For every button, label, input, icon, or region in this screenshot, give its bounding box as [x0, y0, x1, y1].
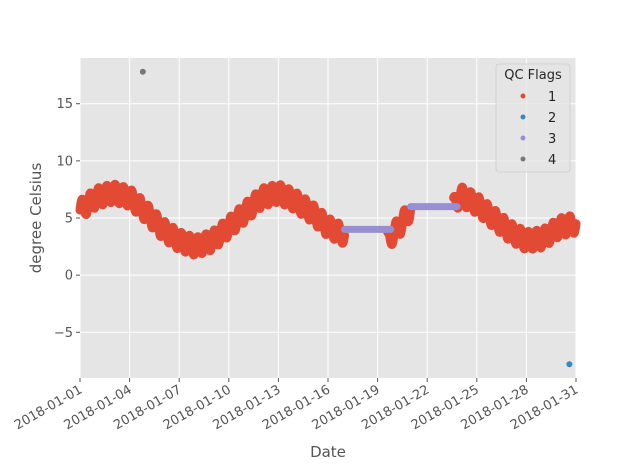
legend: QC Flags 1 2 3 4 — [495, 63, 571, 173]
x-axis-ticks: 2018-01-012018-01-042018-01-072018-01-10… — [12, 378, 581, 433]
series-flag-2 — [566, 361, 573, 368]
y-tick-label: 0 — [65, 269, 73, 284]
legend-marker — [520, 93, 526, 99]
y-tick-label: −5 — [54, 326, 73, 341]
series-flag-3 — [341, 203, 461, 233]
legend-box — [495, 63, 571, 173]
legend-marker — [520, 135, 526, 141]
x-axis-label: Date — [310, 443, 346, 461]
y-axis-label: degree Celsius — [27, 163, 45, 274]
legend-label: 3 — [548, 132, 556, 147]
legend-label: 4 — [548, 153, 556, 168]
y-tick-label: 15 — [56, 97, 73, 112]
series-flag-4 — [139, 68, 146, 75]
flag-1-segment-b — [383, 204, 416, 249]
y-tick-label: 10 — [56, 154, 73, 169]
flag-1-segment-a — [75, 179, 350, 260]
y-tick-label: 5 — [65, 212, 73, 227]
flag-2-point — [566, 361, 573, 368]
flag-4-point — [139, 68, 146, 75]
legend-title: QC Flags — [504, 68, 562, 83]
legend-marker — [520, 156, 526, 162]
legend-marker — [520, 114, 526, 120]
legend-label: 1 — [548, 90, 556, 105]
y-axis-ticks: −5 0 5 10 15 — [54, 97, 80, 341]
series-flag-1 — [75, 179, 581, 260]
legend-entries: 1 2 3 4 — [520, 90, 556, 168]
legend-label: 2 — [548, 111, 556, 126]
flag-1-segment-c — [449, 182, 581, 254]
